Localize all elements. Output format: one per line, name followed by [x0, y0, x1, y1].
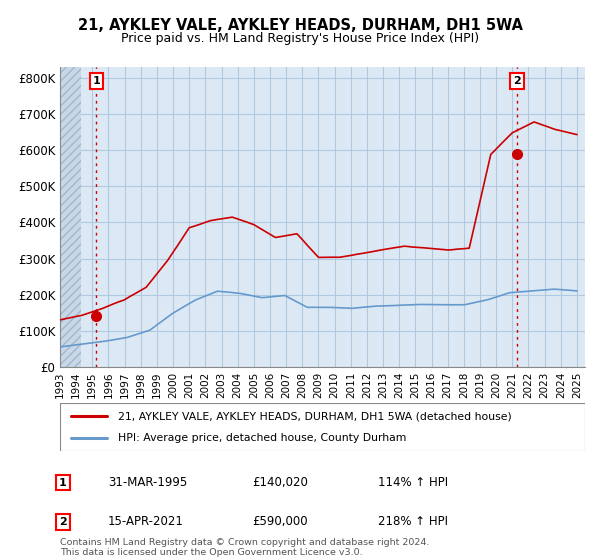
Text: 1: 1 — [59, 478, 67, 488]
Text: 21, AYKLEY VALE, AYKLEY HEADS, DURHAM, DH1 5WA (detached house): 21, AYKLEY VALE, AYKLEY HEADS, DURHAM, D… — [118, 411, 511, 421]
Text: 15-APR-2021: 15-APR-2021 — [108, 515, 184, 529]
FancyBboxPatch shape — [60, 403, 585, 451]
Text: 2: 2 — [59, 517, 67, 527]
Text: 218% ↑ HPI: 218% ↑ HPI — [378, 515, 448, 529]
Text: 114% ↑ HPI: 114% ↑ HPI — [378, 476, 448, 489]
Text: 2: 2 — [513, 76, 521, 86]
Bar — [60, 67, 81, 367]
Text: Price paid vs. HM Land Registry's House Price Index (HPI): Price paid vs. HM Land Registry's House … — [121, 31, 479, 45]
Text: HPI: Average price, detached house, County Durham: HPI: Average price, detached house, Coun… — [118, 433, 406, 443]
Text: £590,000: £590,000 — [252, 515, 308, 529]
Text: £140,020: £140,020 — [252, 476, 308, 489]
Text: 31-MAR-1995: 31-MAR-1995 — [108, 476, 187, 489]
Text: Contains HM Land Registry data © Crown copyright and database right 2024.
This d: Contains HM Land Registry data © Crown c… — [60, 538, 430, 557]
Text: 1: 1 — [92, 76, 100, 86]
Text: 21, AYKLEY VALE, AYKLEY HEADS, DURHAM, DH1 5WA: 21, AYKLEY VALE, AYKLEY HEADS, DURHAM, D… — [77, 18, 523, 32]
